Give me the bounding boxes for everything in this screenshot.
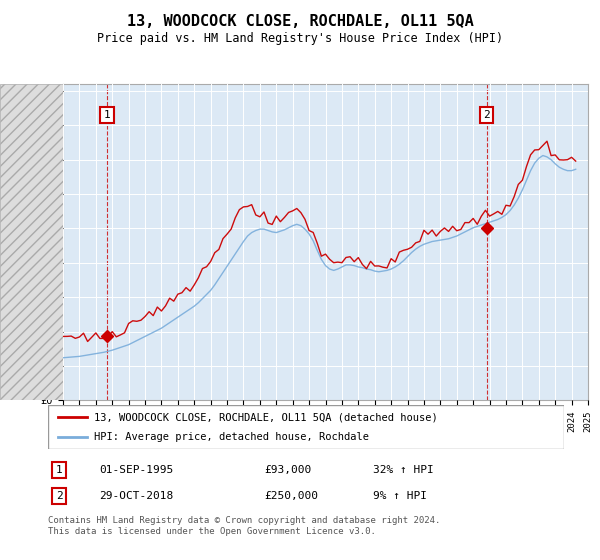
Text: 29-OCT-2018: 29-OCT-2018 [100,491,174,501]
Text: Contains HM Land Registry data © Crown copyright and database right 2024.
This d: Contains HM Land Registry data © Crown c… [48,516,440,536]
Text: 13, WOODCOCK CLOSE, ROCHDALE, OL11 5QA: 13, WOODCOCK CLOSE, ROCHDALE, OL11 5QA [127,14,473,29]
FancyBboxPatch shape [48,405,564,449]
Text: 1: 1 [103,110,110,120]
Text: 1: 1 [56,465,62,475]
Text: £250,000: £250,000 [265,491,319,501]
Text: Price paid vs. HM Land Registry's House Price Index (HPI): Price paid vs. HM Land Registry's House … [97,32,503,45]
Text: 32% ↑ HPI: 32% ↑ HPI [373,465,434,475]
Text: 13, WOODCOCK CLOSE, ROCHDALE, OL11 5QA (detached house): 13, WOODCOCK CLOSE, ROCHDALE, OL11 5QA (… [94,412,438,422]
Text: 2: 2 [484,110,490,120]
Text: 2: 2 [56,491,62,501]
Text: HPI: Average price, detached house, Rochdale: HPI: Average price, detached house, Roch… [94,432,370,442]
Text: £93,000: £93,000 [265,465,312,475]
Text: 9% ↑ HPI: 9% ↑ HPI [373,491,427,501]
Text: 01-SEP-1995: 01-SEP-1995 [100,465,174,475]
